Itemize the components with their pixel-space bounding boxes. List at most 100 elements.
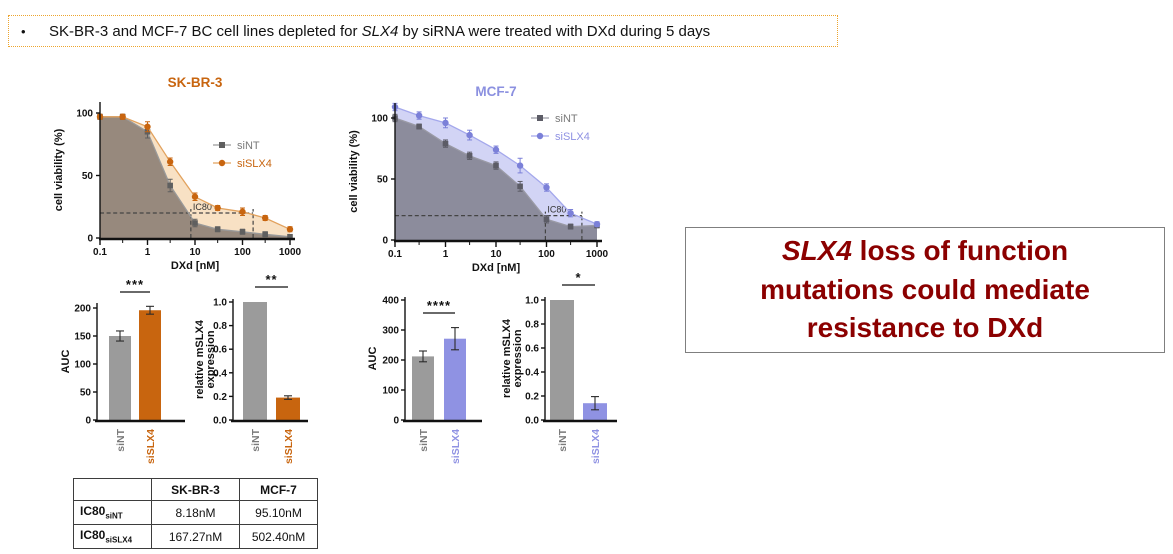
ic80-label: IC80 (547, 205, 566, 215)
skbr3-dose-svg: IC80 0.1 1 10 100 1000 0 50 100 DXd [nM] cell viab… (53, 75, 302, 272)
y-tick-label: 0.6 (525, 344, 539, 355)
table-row-ic80-sislx4: IC80siSLX4 167.27nM 502.40nM (73, 524, 318, 549)
cell-mcf7-sislx4: 502.40nM (239, 524, 318, 549)
y-tick-label: 300 (382, 326, 399, 337)
data-point (144, 123, 151, 130)
bullet-text-post: by siRNA were treated with DXd during 5 … (398, 22, 711, 40)
category-label: siSLX4 (145, 429, 157, 464)
y-tick-label: 50 (82, 171, 94, 182)
cell-skbr3-sint: 8.18nM (151, 500, 240, 525)
data-point (262, 231, 268, 238)
data-point (191, 193, 199, 200)
data-point (493, 162, 499, 169)
row-label-ic80-sint: IC80siNT (73, 500, 152, 525)
chart-title: SK-BR-3 (168, 75, 223, 90)
category-label: siNT (557, 428, 569, 451)
table-row-ic80-sint: IC80siNT 8.18nM 95.10nM (73, 500, 318, 525)
mcf7-auc-svg: 0 100 200 300 400 **** siNT siSLX4 AUC (367, 296, 482, 464)
y-tick-label: 50 (377, 175, 389, 186)
chart-title: MCF-7 (475, 84, 516, 99)
bar-siSLX4 (583, 403, 607, 420)
y-axis-label: relative mSLX4 (195, 319, 206, 399)
legend-marker (537, 115, 543, 121)
legend-label: siSLX4 (555, 131, 590, 143)
legend-marker (219, 142, 225, 148)
x-tick-label: 10 (490, 249, 502, 260)
y-tick-label: 200 (382, 356, 399, 367)
bar-siSLX4 (139, 310, 161, 420)
data-point (442, 140, 449, 147)
bullet-gene-italic: SLX4 (361, 22, 399, 40)
category-label: siNT (115, 428, 127, 451)
y-axis-label: cell viability (%) (53, 128, 65, 211)
y-tick-label: 0 (87, 234, 93, 245)
legend-label: siNT (555, 113, 578, 125)
data-point (214, 226, 221, 233)
data-point (287, 233, 293, 240)
conclusion-line2: mutations could mediate (760, 273, 1090, 305)
data-point (192, 220, 198, 226)
data-point (442, 119, 449, 127)
bullet-text-pre: SK-BR-3 and MCF-7 BC cell lines depleted… (49, 22, 362, 40)
y-tick-label: 0.0 (525, 416, 539, 427)
data-point (214, 204, 221, 212)
skbr3-expression-bar-chart: 0.0 0.2 0.4 0.6 0.8 1.0 ** siNT siSLX4 relative m… (195, 275, 330, 480)
conclusion-line3: resistance to DXd (806, 312, 1044, 344)
x-tick-label: 0.1 (93, 247, 107, 258)
y-axis-label: relative mSLX4 (502, 318, 513, 398)
data-point (167, 182, 173, 189)
data-point (466, 153, 473, 159)
x-tick-label: 1000 (279, 247, 302, 258)
row-label-ic80-sislx4: IC80siSLX4 (73, 524, 152, 549)
table-header-row: SK-BR-3 MCF-7 (73, 478, 318, 501)
bullet-marker: • (21, 23, 26, 39)
skbr3-auc-bar-chart: 0 50 100 150 200 *** siNT siSLX4 AUC (55, 275, 190, 480)
y-tick-label: 0.8 (525, 320, 539, 331)
siNT-area (100, 116, 290, 238)
mcf7-auc-bar-chart: 0 100 200 300 400 **** siNT siSLX4 AUC (362, 275, 502, 480)
data-point (567, 223, 574, 230)
data-point (239, 228, 246, 235)
x-tick-label: 100 (234, 247, 251, 258)
y-tick-label: 0.4 (213, 368, 227, 379)
bar-siNT (550, 300, 574, 420)
y-tick-label: 1.0 (213, 298, 227, 309)
mcf7-expr-svg: 0.0 0.2 0.4 0.6 0.8 1.0 * siNT siSLX4 relative mS… (502, 272, 617, 464)
category-label: siSLX4 (283, 429, 295, 464)
mcf7-expression-bar-chart: 0.0 0.2 0.4 0.6 0.8 1.0 * siNT siSLX4 relative mS… (502, 272, 642, 480)
category-label: siNT (418, 428, 430, 451)
y-tick-label: 100 (74, 360, 91, 371)
x-tick-label: 0.1 (388, 249, 402, 260)
y-tick-label: 100 (371, 114, 388, 125)
y-tick-label: 0.0 (213, 416, 227, 427)
data-point (543, 216, 550, 223)
data-point (593, 220, 601, 228)
y-tick-label: 150 (74, 332, 91, 343)
y-axis-label: cell viability (%) (348, 130, 360, 213)
y-tick-label: 0.2 (213, 392, 227, 403)
bar-siNT (109, 336, 131, 420)
data-point (492, 146, 500, 153)
y-tick-label: 1.0 (525, 296, 539, 307)
conclusion-line1: SLX4 loss of function (781, 235, 1069, 267)
legend-label: siSLX4 (237, 158, 272, 170)
legend-label: siNT (237, 140, 260, 152)
mcf7-dose-svg: IC80 0.1 1 10 100 1000 0 50 100 DXd [nM] cell viab… (348, 84, 609, 274)
data-point (516, 162, 524, 169)
data-point (166, 158, 174, 165)
category-label: siNT (250, 428, 262, 451)
table-header-empty (73, 478, 152, 501)
y-tick-label: 0.8 (213, 321, 227, 332)
table-header-skbr3: SK-BR-3 (151, 478, 240, 501)
bar-siNT (243, 302, 267, 420)
y-axis-label: AUC (60, 350, 72, 374)
skbr3-dose-response-chart: IC80 0.1 1 10 100 1000 0 50 100 DXd [nM] cell viab… (50, 72, 310, 277)
legend-marker (218, 159, 226, 167)
significance-stars: *** (126, 277, 144, 292)
conclusion-gene-italic: SLX4 (781, 235, 852, 267)
data-point (466, 131, 473, 139)
conclusion-text: SLX4 loss of function mutations could me… (760, 232, 1090, 347)
mcf7-dose-response-chart: IC80 0.1 1 10 100 1000 0 50 100 DXd [nM] cell viab… (345, 72, 610, 277)
data-point (567, 209, 574, 217)
